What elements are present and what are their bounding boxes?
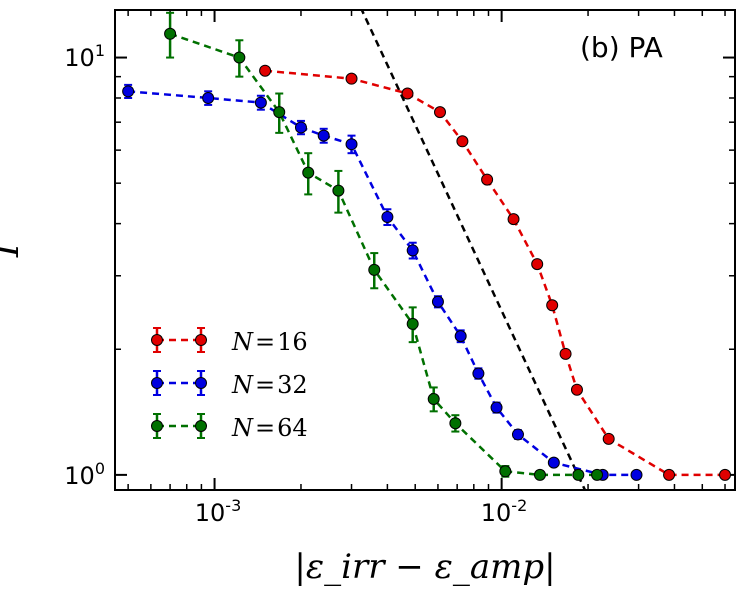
point-n16-8 [546,299,559,312]
point-n16-2 [401,87,414,100]
point-n32-7 [406,244,419,257]
point-n32-5 [345,138,358,151]
point-n16-6 [507,213,520,226]
point-n16-5 [481,173,494,186]
point-n64-3 [302,166,315,179]
point-n64-1 [233,51,246,64]
point-n32-2 [254,96,267,109]
reference-line [360,10,587,490]
point-n32-8 [431,295,444,308]
point-n16-13 [719,468,732,481]
y-axis-title: T [0,235,27,262]
legend-entry-n64: N=64 [151,413,308,442]
point-n32-6 [381,210,394,223]
point-n32-1 [202,91,215,104]
y-tick-label-2-exp: 1 [95,41,105,60]
point-n32-12 [511,428,524,441]
x-tick-label-2: 10-2 [481,496,528,527]
legend-sample-n16 [151,327,207,353]
x-tick-label-1-base: 10 [195,499,226,527]
x-tick-label-1: 10-3 [195,496,242,527]
series-n64 [164,11,604,481]
point-n64-12 [591,468,604,481]
point-n32-15 [630,468,643,481]
point-n16-9 [559,347,572,360]
point-n16-7 [531,258,544,271]
point-n16-3 [434,106,447,119]
legend-entry-n16: N=16 [151,327,308,356]
plot-area [122,10,732,490]
legend-label-n64: N=64 [231,414,308,442]
legend-sample-n64 [151,413,207,439]
y-tick-label-1-base: 10 [64,462,95,490]
point-n64-2 [273,106,286,119]
legend-marker-n64-0 [151,420,163,432]
legend-marker-n64-1 [195,420,207,432]
x-axis-title: |ε_irr − ε_amp| [294,547,555,587]
legend-marker-n32-0 [151,377,163,389]
x-tick-label-2-exp: -2 [511,496,527,515]
legend-entry-n32: N=32 [151,370,308,399]
point-n64-0 [164,27,177,40]
point-n32-4 [317,129,330,142]
point-n64-7 [427,392,440,405]
point-n64-4 [332,184,345,197]
legend-sample-n32 [151,370,207,396]
legend-label-n16: N=16 [231,328,308,356]
point-n64-11 [572,468,585,481]
point-n32-13 [547,456,560,469]
point-n32-10 [472,367,485,380]
point-n16-4 [456,135,469,148]
point-n32-0 [122,85,135,98]
point-n16-0 [259,64,272,77]
point-n32-3 [294,121,307,134]
series-line-n16 [264,69,726,477]
series-n16 [259,64,732,481]
legend: N=16 N=32 N=64 [151,327,308,442]
legend-label-n32: N=32 [231,371,308,399]
legend-marker-n32-1 [195,377,207,389]
legend-marker-n16-0 [151,334,163,346]
x-tick-label-1-exp: -3 [225,496,241,515]
y-tick-label-2: 101 [64,41,105,72]
point-n64-10 [533,468,546,481]
y-tick-label-1: 100 [64,459,105,490]
point-n64-5 [368,263,381,276]
y-tick-label-2-base: 10 [64,44,95,72]
x-tick-label-2-base: 10 [481,499,512,527]
point-n16-1 [345,72,358,85]
point-n64-9 [499,465,512,478]
point-n64-6 [406,317,419,330]
y-tick-label-1-exp: 0 [95,459,105,478]
point-n32-11 [490,401,503,414]
plot-frame [114,9,736,491]
point-n64-8 [449,417,462,430]
panel-label: (b) PA [580,31,663,64]
point-n32-9 [454,330,467,343]
point-n16-10 [570,383,583,396]
series-layer [122,11,732,481]
point-n16-11 [602,432,615,445]
legend-marker-n16-1 [195,334,207,346]
point-n16-12 [663,468,676,481]
